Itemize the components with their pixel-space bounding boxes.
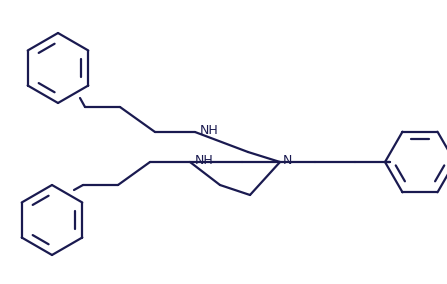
Text: NH: NH (195, 153, 214, 166)
Text: N: N (283, 153, 292, 166)
Text: NH: NH (200, 124, 219, 137)
